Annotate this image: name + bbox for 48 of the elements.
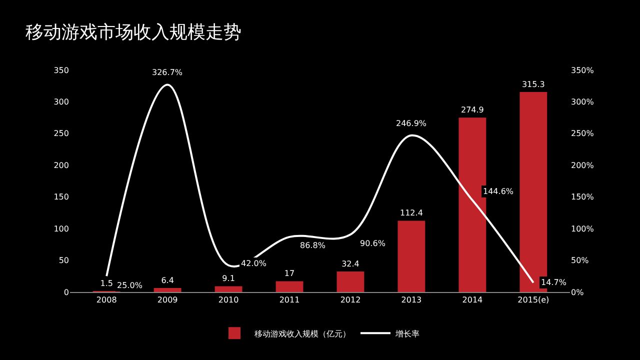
- data-label: 6.4: [161, 276, 174, 285]
- y2-tick-label: 150%: [571, 192, 594, 202]
- data-label: 1.5: [100, 279, 113, 288]
- y2-tick-label: 300%: [571, 98, 594, 107]
- data-label: 274.9: [460, 106, 484, 115]
- y-tick-label: 50: [58, 256, 69, 266]
- y-tick-label: 250: [54, 129, 69, 138]
- y-tick-label: 100: [54, 224, 69, 234]
- x-tick-label: 2009: [157, 296, 178, 305]
- y2-tick-label: 100%: [571, 224, 594, 234]
- x-tick-label: 2011: [279, 296, 300, 305]
- x-tick-label: 2012: [340, 296, 361, 305]
- x-tick-label: 2015(e): [518, 296, 550, 305]
- legend-label: 增长率: [394, 329, 420, 338]
- bar: [154, 288, 182, 292]
- y-tick-label: 150: [54, 192, 69, 202]
- y2-tick-label: 50%: [571, 256, 590, 266]
- bar: [214, 286, 242, 292]
- y2-tick-label: 0%: [571, 288, 584, 297]
- bar: [336, 271, 364, 292]
- legend-label: 移动游戏收入规模（亿元）: [254, 329, 350, 338]
- data-label: 315.3: [522, 80, 545, 90]
- data-label: 17: [284, 269, 295, 278]
- data-label: 32.4: [342, 259, 360, 268]
- bar: [398, 220, 426, 292]
- chart-title: 移动游戏市场收入规模走势: [26, 22, 242, 43]
- x-tick-label: 2008: [96, 296, 117, 305]
- data-label: 14.7%: [541, 278, 567, 287]
- data-label: 112.4: [400, 208, 423, 218]
- data-label: 42.0%: [241, 259, 267, 268]
- data-label: 9.1: [222, 274, 235, 284]
- data-label: 25.0%: [117, 281, 143, 290]
- y-tick-label: 350: [54, 66, 69, 75]
- data-label: 326.7%: [152, 68, 183, 77]
- data-label: 90.6%: [360, 239, 386, 248]
- x-tick-label: 2013: [401, 296, 422, 305]
- data-label: 246.9%: [396, 119, 427, 128]
- x-tick-label: 2014: [462, 296, 483, 305]
- y2-tick-label: 250%: [571, 129, 594, 138]
- data-label: 86.8%: [300, 241, 326, 250]
- bar: [276, 281, 304, 292]
- y2-tick-label: 350%: [571, 66, 594, 75]
- y-tick-label: 300: [54, 98, 69, 107]
- y-tick-label: 0: [64, 288, 69, 297]
- y-tick-label: 200: [54, 160, 69, 170]
- x-tick-label: 2010: [218, 296, 239, 305]
- data-label: 144.6%: [483, 187, 514, 196]
- y2-tick-label: 200%: [571, 160, 594, 170]
